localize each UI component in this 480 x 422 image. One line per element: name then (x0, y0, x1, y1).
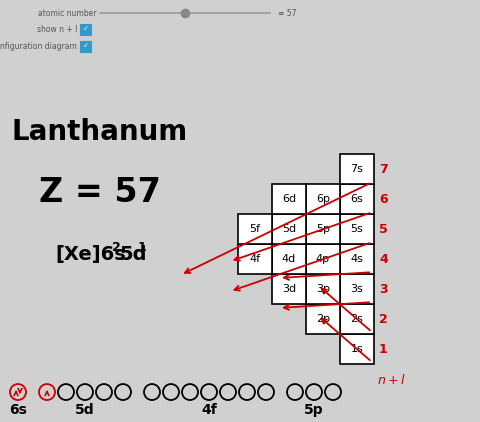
Bar (272, 214, 306, 244)
Text: 3p: 3p (316, 284, 330, 294)
Text: 2p: 2p (316, 314, 330, 324)
Text: 6p: 6p (316, 194, 330, 204)
Bar (340, 184, 374, 214)
Text: 5s: 5s (350, 224, 363, 234)
Bar (306, 274, 340, 304)
Bar (340, 274, 374, 304)
Text: [Xe]6s: [Xe]6s (55, 245, 126, 264)
Text: 4: 4 (379, 253, 388, 266)
Text: 6s: 6s (350, 194, 363, 204)
Text: 3d: 3d (282, 284, 296, 294)
Bar (340, 154, 374, 184)
Bar (306, 244, 340, 274)
Text: 7s: 7s (350, 164, 363, 174)
Text: 1s: 1s (350, 344, 363, 354)
Text: 5p: 5p (304, 403, 324, 417)
Text: 4p: 4p (316, 254, 330, 264)
Text: 2: 2 (379, 313, 388, 326)
Bar (238, 244, 272, 274)
Text: 2s: 2s (350, 314, 363, 324)
Text: ≡ 57: ≡ 57 (278, 8, 297, 18)
Bar (238, 214, 272, 244)
Bar (272, 184, 306, 214)
Bar (306, 304, 340, 334)
Text: ✓: ✓ (83, 43, 88, 49)
Text: 6s: 6s (9, 403, 27, 417)
Text: atomic number: atomic number (38, 8, 96, 18)
Bar (272, 274, 306, 304)
Bar (306, 184, 340, 214)
Text: 3: 3 (379, 283, 388, 296)
Text: Lanthanum: Lanthanum (12, 118, 188, 146)
Bar (272, 244, 306, 274)
Bar (340, 304, 374, 334)
Text: 5d: 5d (282, 224, 296, 234)
Text: 5: 5 (379, 223, 388, 236)
Text: 1: 1 (138, 241, 147, 254)
Text: 5d: 5d (75, 403, 95, 417)
Text: Z = 57: Z = 57 (39, 176, 161, 209)
Text: 3s: 3s (350, 284, 363, 294)
Text: 4d: 4d (282, 254, 296, 264)
Text: 4f: 4f (250, 254, 261, 264)
Bar (340, 214, 374, 244)
Text: 5p: 5p (316, 224, 330, 234)
Text: 6: 6 (379, 193, 388, 206)
Text: show n + l: show n + l (36, 24, 77, 34)
Bar (340, 334, 374, 364)
Text: 5d: 5d (119, 245, 146, 264)
Text: 7: 7 (379, 163, 388, 176)
Text: 4f: 4f (201, 403, 217, 417)
Bar (340, 244, 374, 274)
Text: 4s: 4s (350, 254, 363, 264)
FancyBboxPatch shape (80, 41, 91, 52)
Text: show configuration diagram: show configuration diagram (0, 42, 77, 51)
FancyBboxPatch shape (80, 24, 91, 35)
Text: 6d: 6d (282, 194, 296, 204)
Text: ✓: ✓ (83, 26, 88, 32)
Text: 1: 1 (379, 343, 388, 356)
Text: 5f: 5f (250, 224, 261, 234)
Text: $\mathit{n+l}$: $\mathit{n+l}$ (377, 373, 406, 387)
Bar (306, 214, 340, 244)
Text: 2: 2 (112, 241, 121, 254)
